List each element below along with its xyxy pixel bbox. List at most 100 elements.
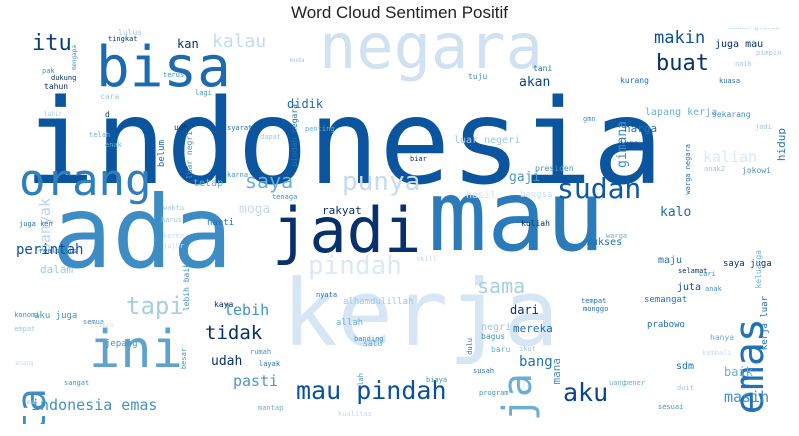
word-ekonomi: ekonomi xyxy=(14,311,40,319)
word-allah: allah xyxy=(336,318,364,328)
word-kuliah: kuliah xyxy=(521,219,550,228)
word-kerja: kerja xyxy=(282,260,559,367)
word-cloud-area: indonesia mau ada kerja negara jadi bisa ini ora… xyxy=(14,28,786,424)
word-dapat: dapat xyxy=(260,133,282,141)
word-muda: muda xyxy=(290,57,305,64)
word-mana: mana xyxy=(550,358,563,385)
word-juga: juga xyxy=(619,139,639,148)
word-tingkat: tingkat xyxy=(108,35,138,43)
word-dulu: dulu xyxy=(466,338,474,355)
word-layak: layak xyxy=(259,360,281,368)
word-bang: bang xyxy=(519,354,553,370)
word-sukses: sukses xyxy=(586,237,623,248)
word-warga: warga xyxy=(606,232,628,240)
word-buat: buat xyxy=(656,51,709,76)
word-lebih-baik: lebih baik xyxy=(182,263,191,312)
word-cara: cara xyxy=(100,92,120,101)
word-belum: belum xyxy=(157,140,167,168)
word-sesuai: sesuai xyxy=(658,403,684,411)
word-aku: aku xyxy=(563,378,609,407)
word-cari: cari xyxy=(699,270,716,278)
word-sudah: sudah xyxy=(557,172,642,205)
word-duit: duit xyxy=(677,384,694,392)
word-jepang: jepang xyxy=(105,339,138,349)
word-makan-gratis: makan gratis xyxy=(729,28,780,31)
word-indonesia-emas: indonesia emas xyxy=(31,396,158,414)
word-juga-ken: juga ken xyxy=(19,220,53,228)
word-saja: saja xyxy=(495,373,541,424)
word-didik: didik xyxy=(287,97,324,111)
word-dukung: dukung xyxy=(51,74,77,82)
word-bisa: bisa xyxy=(96,35,231,100)
word-kaya: kaya xyxy=(214,300,234,309)
word-lah: lah xyxy=(357,373,365,386)
word-makin: makin xyxy=(654,28,706,48)
word-banding: banding xyxy=(354,335,384,343)
word-selamat: selamat xyxy=(678,267,708,275)
word-luar-negri: luar negri xyxy=(185,131,194,180)
word-ada: ada xyxy=(52,174,233,291)
word-tenang: tenang xyxy=(14,360,34,367)
chart-title: Word Cloud Sentimen Positif xyxy=(290,3,508,22)
word-luar-negeri: luar negeri xyxy=(454,135,521,146)
word-saya-juga: saya juga xyxy=(723,259,772,269)
word-ini: ini xyxy=(89,320,183,380)
word-saya: saya xyxy=(245,169,294,193)
word-negara: negara xyxy=(319,28,543,83)
word-masih: masih xyxy=(724,388,770,406)
word-pindah: pindah xyxy=(308,251,402,281)
word-alhamdulillah: alhamdulillah xyxy=(343,297,414,307)
word-kurang: kurang xyxy=(620,76,649,85)
word-nanti: nanti xyxy=(207,218,235,228)
word-sekarang: sekarang xyxy=(712,110,751,119)
word-biaya: biaya xyxy=(426,376,448,384)
word-kerja-luar: kerja luar xyxy=(760,296,770,351)
word-waktu: waktu xyxy=(163,204,185,212)
word-hidup: hidup xyxy=(775,128,786,162)
word-karna: karna xyxy=(227,171,249,179)
word-lulus: lulus xyxy=(118,28,143,37)
word-negri: negri xyxy=(481,322,512,333)
word-kualitas: kualitas xyxy=(338,410,372,418)
word-mas: mas xyxy=(27,399,38,406)
word-itu: itu xyxy=(32,31,72,56)
word-uang: uang xyxy=(609,379,626,387)
word-lahir: lahir xyxy=(44,111,63,118)
word-monggo: monggo xyxy=(583,305,609,313)
word-lapang-kerja: lapang kerja xyxy=(645,107,718,118)
word-presiden: presiden xyxy=(535,164,574,173)
word-harus: harus xyxy=(161,216,183,224)
word-juta: juta xyxy=(677,282,702,293)
word-mau-pindah: mau pindah xyxy=(296,376,447,405)
word-jujur: jujur xyxy=(163,242,185,250)
word-aku-juga: aku juga xyxy=(34,311,78,321)
word-moga: moga xyxy=(239,202,271,217)
word-udh: udh xyxy=(174,123,189,132)
word-indonesia: indonesia xyxy=(24,73,664,211)
word-sama: sama xyxy=(477,274,526,298)
word-rakyat: rakyat xyxy=(322,204,362,217)
word-orang: orang xyxy=(19,155,152,206)
word-dalam: dalam xyxy=(40,263,74,276)
word-tetap: tetap xyxy=(193,178,224,189)
word-maju: maju xyxy=(658,255,683,266)
word-biar: biar xyxy=(410,155,427,163)
word-tuju: tuju xyxy=(468,72,488,81)
word-jadi: jadi xyxy=(755,123,772,131)
word-semangat: semangat xyxy=(644,295,688,305)
word-akan: akan xyxy=(519,75,551,90)
word-pak: pak xyxy=(42,67,55,75)
word-terus: terus xyxy=(163,71,185,79)
word-gaji: gaji xyxy=(509,170,541,185)
word-bener: bener xyxy=(624,379,646,387)
word-jokowi: jokowi xyxy=(742,166,771,175)
word-tenaga: tenaga xyxy=(272,193,298,201)
word-prabowo: prabowo xyxy=(647,320,685,330)
word-udah: udah xyxy=(211,354,243,369)
word-bangsa: bangsa xyxy=(520,190,553,200)
word-kalau: kalau xyxy=(212,31,267,52)
word-skill: skill xyxy=(416,255,438,263)
word-kuasa: kuasa xyxy=(719,77,741,85)
word-penting: penting xyxy=(305,125,335,133)
word-kembali: kembali xyxy=(702,349,732,357)
